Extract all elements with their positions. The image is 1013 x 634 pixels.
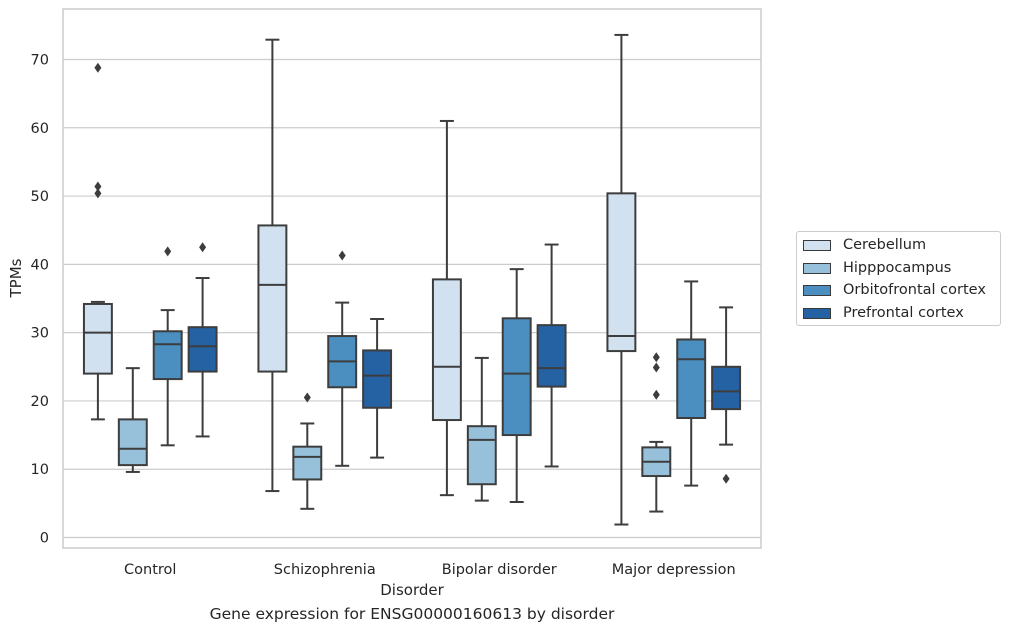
box-major-depression-cerebellum-iqr (606, 192, 637, 353)
box-schizophrenia-hipppocampus-iqr (292, 445, 323, 481)
box-control-hipppocampus-iqr (117, 418, 148, 467)
y-tick-label-0: 0 (40, 531, 49, 547)
box-control-cerebellum-outlier-2 (94, 181, 102, 192)
box-major-depression-prefrontal-cortex (711, 306, 742, 484)
x-tick-label-bipolar-disorder: Bipolar disorder (442, 562, 557, 578)
box-major-depression-prefrontal-cortex-outlier-1 (722, 473, 730, 484)
box-control-orbitofrontal-cortex (152, 246, 183, 447)
legend-swatch-cerebellum (803, 239, 831, 251)
x-tick-label-schizophrenia: Schizophrenia (274, 562, 376, 578)
legend-label-hipppocampus: Hipppocampus (843, 260, 952, 276)
box-control-orbitofrontal-cortex-outlier-1 (164, 246, 172, 257)
y-axis-label: TPMs (7, 258, 25, 298)
box-bipolar-disorder-hipppocampus-iqr (466, 425, 497, 486)
box-control-prefrontal-cortex-outlier-1 (199, 242, 207, 253)
y-tick-label-20: 20 (31, 394, 49, 410)
box-major-depression-cerebellum (606, 33, 637, 526)
legend-item-hipppocampus: Hipppocampus (803, 258, 951, 278)
legend-swatch-hipppocampus (803, 262, 831, 274)
y-tick-label-30: 30 (31, 326, 49, 342)
legend-swatch-orbitofrontal-cortex (803, 284, 831, 296)
box-major-depression-hipppocampus-outlier-2 (652, 362, 660, 373)
box-control-cerebellum-outlier-1 (94, 188, 102, 199)
box-major-depression-orbitofrontal-cortex-iqr (676, 338, 707, 420)
box-major-depression-prefrontal-cortex-iqr (711, 365, 742, 411)
box-schizophrenia-hipppocampus (292, 392, 323, 510)
y-tick-label-60: 60 (31, 121, 49, 137)
x-tick-label-major-depression: Major depression (612, 562, 736, 578)
legend-item-prefrontal-cortex: Prefrontal cortex (803, 303, 964, 323)
x-tick-label-control: Control (124, 562, 176, 578)
legend-item-orbitofrontal-cortex: Orbitofrontal cortex (803, 280, 986, 300)
box-control-hipppocampus (117, 367, 148, 473)
box-schizophrenia-orbitofrontal-cortex-outlier-1 (338, 250, 346, 261)
box-control-cerebellum (82, 62, 113, 421)
box-major-depression-hipppocampus (641, 352, 672, 513)
box-bipolar-disorder-cerebellum (431, 119, 462, 497)
box-schizophrenia-hipppocampus-outlier-1 (303, 392, 311, 403)
box-bipolar-disorder-prefrontal-cortex-iqr (536, 324, 567, 388)
chart-caption: Gene expression for ENSG00000160613 by d… (209, 605, 615, 623)
box-schizophrenia-orbitofrontal-cortex (327, 250, 358, 467)
plot-area-frame (62, 8, 762, 549)
x-axis-ticks: Control Schizophrenia Bipolar disorder Majo… (124, 562, 736, 578)
legend-label-prefrontal-cortex: Prefrontal cortex (843, 305, 964, 321)
legend-swatch-prefrontal-cortex (803, 307, 831, 319)
legend-label-orbitofrontal-cortex: Orbitofrontal cortex (843, 282, 986, 298)
box-major-depression-hipppocampus-outlier-3 (652, 352, 660, 363)
box-control-cerebellum-iqr (82, 302, 113, 375)
legend: Cerebellum Hipppocampus Orbitofrontal co… (796, 231, 1001, 326)
y-tick-label-10: 10 (31, 462, 49, 478)
box-major-depression-orbitofrontal-cortex (676, 280, 707, 487)
boxes (82, 33, 742, 526)
box-schizophrenia-cerebellum-iqr (257, 224, 288, 373)
box-bipolar-disorder-hipppocampus (466, 356, 497, 502)
box-bipolar-disorder-orbitofrontal-cortex (501, 268, 532, 503)
legend-label-cerebellum: Cerebellum (843, 237, 927, 253)
box-control-prefrontal-cortex (187, 242, 218, 438)
box-control-orbitofrontal-cortex-iqr (152, 330, 183, 381)
box-major-depression-hipppocampus-outlier-1 (652, 389, 660, 400)
legend-item-cerebellum: Cerebellum (803, 235, 926, 255)
y-tick-label-70: 70 (31, 53, 49, 69)
box-schizophrenia-cerebellum (257, 38, 288, 493)
box-bipolar-disorder-orbitofrontal-cortex-iqr (501, 317, 532, 437)
box-bipolar-disorder-prefrontal-cortex (536, 243, 567, 468)
box-control-prefrontal-cortex-iqr (187, 326, 218, 373)
box-schizophrenia-prefrontal-cortex-iqr (362, 349, 393, 409)
x-axis-label: Disorder (380, 581, 444, 599)
box-schizophrenia-prefrontal-cortex (362, 317, 393, 459)
y-axis-ticks: 0 10 20 30 40 50 60 70 (31, 53, 49, 547)
y-tick-label-50: 50 (31, 189, 49, 205)
box-bipolar-disorder-cerebellum-iqr (431, 278, 462, 422)
box-control-cerebellum-outlier-3 (94, 62, 102, 73)
y-tick-label-40: 40 (31, 257, 49, 273)
